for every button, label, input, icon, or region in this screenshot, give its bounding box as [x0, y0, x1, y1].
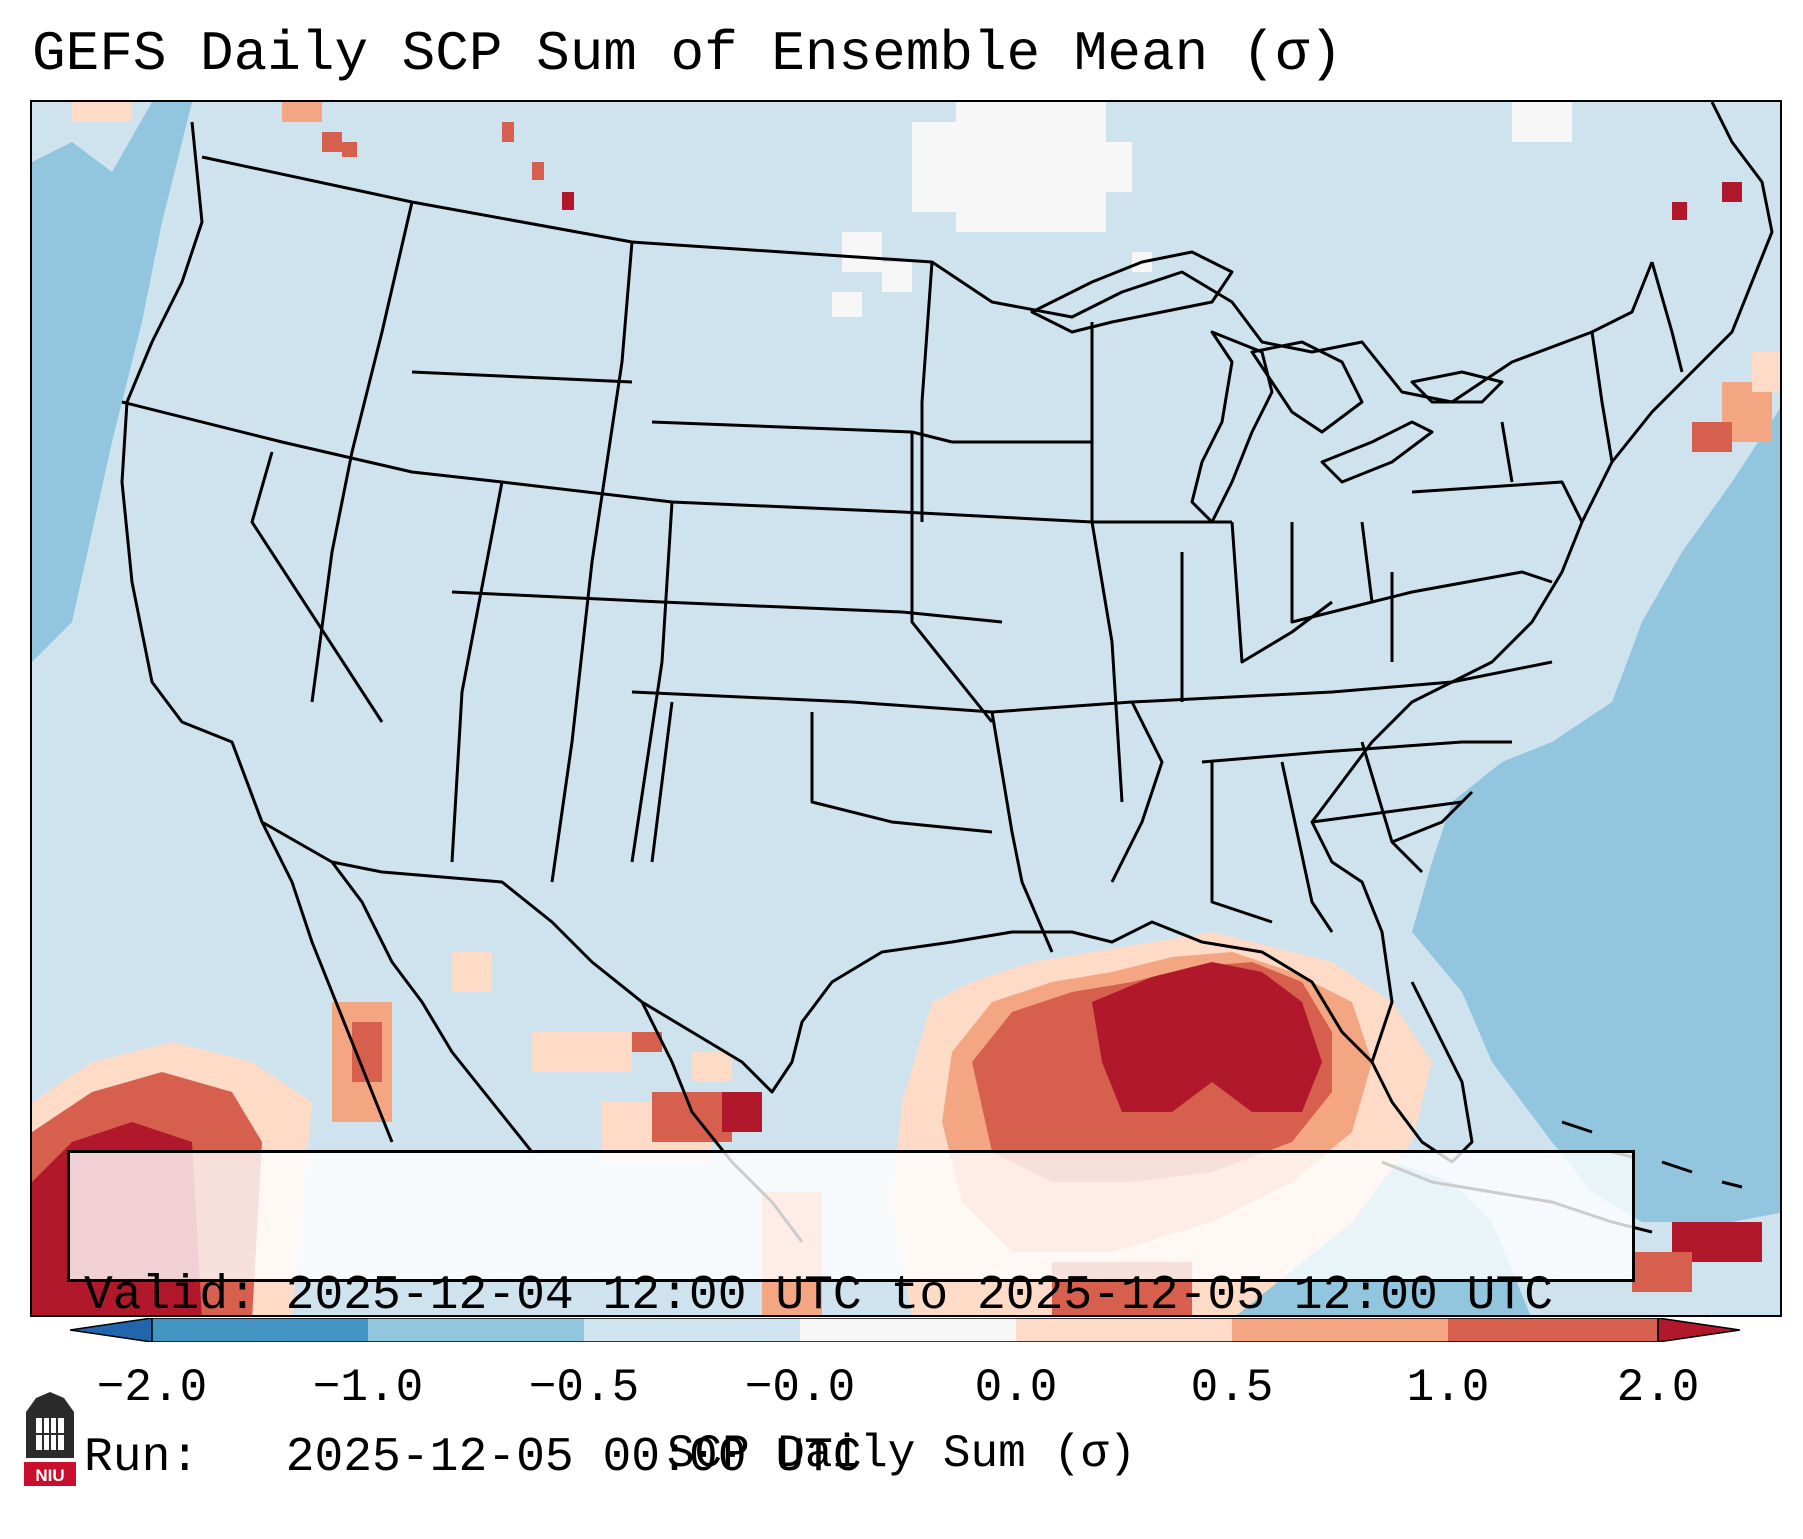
validity-info-box: Valid: 2025-12-04 12:00 UTC to 2025-12-0… [67, 1150, 1635, 1485]
pacific-ocean-field [32, 102, 192, 662]
colorbar-bin-0-0 [800, 1318, 1016, 1342]
scp-northwest-patches [72, 102, 574, 210]
niu-logo-text: NIU [35, 1466, 64, 1485]
scp-gulf-of-mexico [892, 932, 1432, 1315]
atlantic-ocean-field [1412, 408, 1780, 1222]
colorbar-extend-low [70, 1318, 153, 1342]
colorbar-tick-label: 1.0 [1406, 1362, 1490, 1414]
colorbar-tick-label: 2.0 [1616, 1362, 1700, 1414]
colorbar-bin-m2-m1 [152, 1318, 368, 1342]
colorbar-label: SCP Daily Sum (σ) [666, 1428, 1137, 1480]
map-panel[interactable] [30, 100, 1782, 1317]
valid-time-range: 2025-12-04 12:00 UTC to 2025-12-05 12:00… [285, 1269, 1554, 1323]
colorbar-tick-label: 0.5 [1190, 1362, 1274, 1414]
colorbar-tick-label: −0.0 [744, 1362, 856, 1414]
colorbar-tick-label: −2.0 [96, 1362, 208, 1414]
colorbar-bin-0-05 [1016, 1318, 1232, 1342]
colorbar-tick-label: −0.5 [528, 1362, 640, 1414]
colorbar-bin-05-1 [1232, 1318, 1448, 1342]
map-canvas [32, 102, 1780, 1315]
colorbar-tick-label: −1.0 [312, 1362, 424, 1414]
scp-northeast-patches [1632, 182, 1780, 1292]
colorbar-bin-m1-m05 [368, 1318, 584, 1342]
valid-label: Valid: [84, 1269, 257, 1323]
map-title: GEFS Daily SCP Sum of Ensemble Mean (σ) [32, 22, 1343, 86]
run-time: 2025-12-05 00:00 UTC [285, 1431, 862, 1485]
colorbar [70, 1318, 1740, 1342]
niu-logo: NIU [24, 1392, 76, 1486]
colorbar-tick-label: 0.0 [974, 1362, 1058, 1414]
colorbar-bin-1-2 [1448, 1318, 1658, 1342]
colorbar-extend-high [1657, 1318, 1740, 1342]
run-line: Run: 2025-12-05 00:00 UTC [84, 1431, 1618, 1485]
colorbar-bin-m05-0 [584, 1318, 800, 1342]
valid-line: Valid: 2025-12-04 12:00 UTC to 2025-12-0… [84, 1269, 1618, 1323]
run-label: Run: [84, 1431, 200, 1485]
